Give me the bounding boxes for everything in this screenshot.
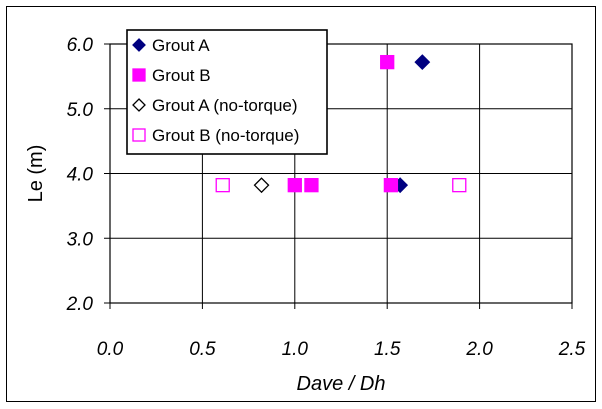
data-point-1 xyxy=(287,178,302,193)
x-tick-label: 2.0 xyxy=(465,339,493,360)
x-axis-title: Dave / Dh xyxy=(297,373,386,395)
y-axis-title: Le (m) xyxy=(25,145,47,203)
data-point-0 xyxy=(414,54,431,71)
tick-labels: 0.0 0.5 1.0 1.5 2.0 2.5 2.0 3.0 4.0 5.0 6.0 xyxy=(66,35,586,360)
data-points xyxy=(215,54,467,194)
x-tick-label: 2.5 xyxy=(558,339,586,360)
x-tick-label: 0.0 xyxy=(97,339,124,360)
y-tick-label: 6.0 xyxy=(67,35,94,56)
legend: Grout A Grout B Grout A (no-torque) Grout B… xyxy=(126,29,328,155)
legend-box xyxy=(126,29,328,155)
legend-label: Grout A xyxy=(152,36,210,55)
legend-marker-3 xyxy=(132,128,146,142)
x-tick-label: 0.5 xyxy=(189,339,216,360)
y-tick-label: 5.0 xyxy=(67,100,94,121)
legend-label: Grout A (no-torque) xyxy=(152,96,298,115)
legend-label: Grout B (no-torque) xyxy=(152,126,299,145)
legend-marker-2 xyxy=(132,98,146,112)
legend-label: Grout B xyxy=(152,66,211,85)
data-point-3 xyxy=(452,178,467,193)
legend-marker-1 xyxy=(132,68,146,82)
data-point-2 xyxy=(253,177,270,194)
data-point-1 xyxy=(304,178,319,193)
x-tick-label: 1.0 xyxy=(282,339,309,360)
x-tick-label: 1.5 xyxy=(374,339,401,360)
data-point-3 xyxy=(215,178,230,193)
data-point-1 xyxy=(383,178,399,193)
y-tick-label: 4.0 xyxy=(67,165,94,186)
plot-area xyxy=(109,43,573,304)
legend-marker-0 xyxy=(132,38,146,52)
data-point-1 xyxy=(380,54,395,70)
y-tick-label: 2.0 xyxy=(66,294,94,315)
y-tick-label: 3.0 xyxy=(67,229,94,250)
